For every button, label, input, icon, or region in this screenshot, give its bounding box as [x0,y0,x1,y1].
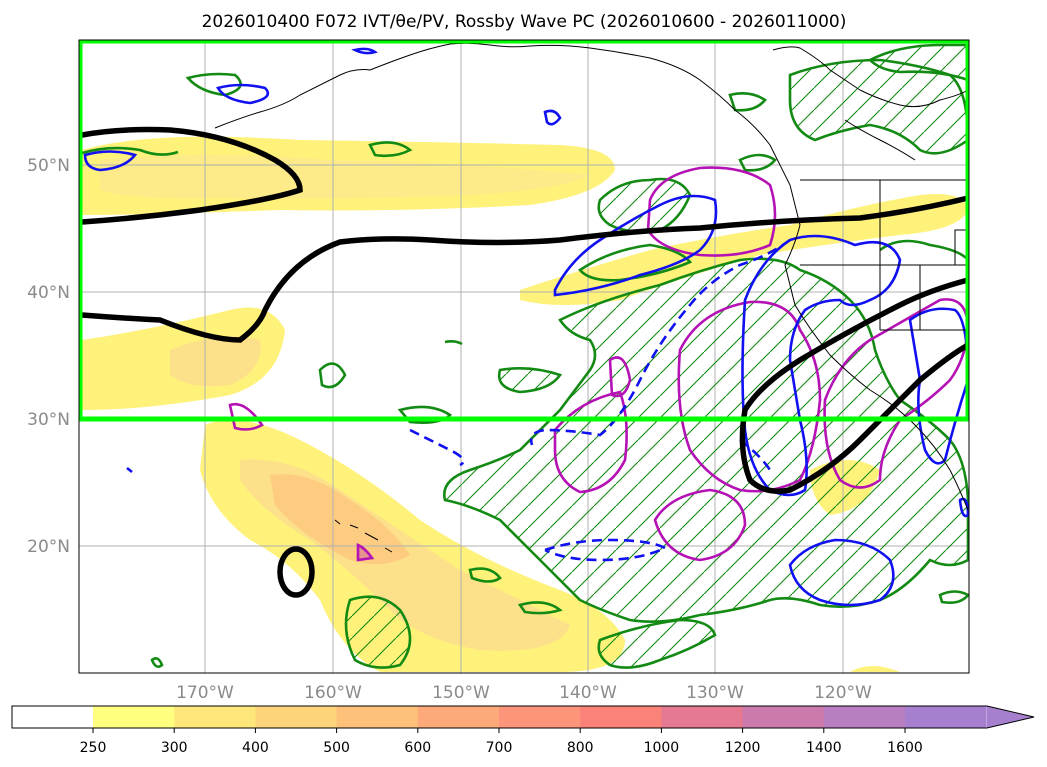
lon-label-150w: 150°W [432,683,490,703]
colorbar-segment [499,706,581,728]
lat-label-20n: 20°N [27,537,70,557]
colorbar-tick-label: 800 [567,740,594,756]
colorbar-segment [742,706,825,728]
colorbar-tick-label: 400 [242,740,269,756]
lat-labels: 50°N 40°N 30°N 20°N [27,156,70,557]
blue-contours [83,47,969,607]
colorbar-segment [823,706,906,728]
magenta-contours [228,166,969,562]
colorbar-extend-arrow [987,706,1034,728]
lon-labels: 170°W 160°W 150°W 140°W 130°W 120°W [176,683,872,703]
colorbar-tick-label: 1000 [644,740,680,756]
colorbar-segment [580,706,662,728]
colorbar-segment [661,706,744,728]
green-line-contours [81,72,969,668]
colorbar-outline [11,705,1035,729]
region-box [79,40,969,422]
coastlines [214,42,969,553]
colorbar-segment [93,706,175,728]
colorbar-tick-label: 1200 [725,740,761,756]
colorbar-tick-label: 1400 [806,740,842,756]
map-panel [79,40,969,673]
lon-label-170w: 170°W [176,683,234,703]
lon-label-130w: 130°W [686,683,744,703]
lon-label-140w: 140°W [559,683,617,703]
colorbar-tick-label: 700 [486,740,513,756]
lat-label-40n: 40°N [27,283,70,303]
colorbar-segment [905,706,987,728]
colorbar-tick-label: 250 [80,740,107,756]
colorbar: 250 300 400 500 600 700 800 1000 1200 1400 1600 [11,705,1035,756]
colorbar-tick-label: 600 [404,740,431,756]
map-border [78,39,970,674]
colorbar-segment [417,706,500,728]
lon-label-120w: 120°W [814,683,872,703]
lon-label-160w: 160°W [304,683,362,703]
colorbar-tick-label: 300 [161,740,188,756]
green-hatched-contours [344,43,969,669]
figure-title: 2026010400 F072 IVT/θe/PV, Rossby Wave P… [202,12,847,32]
colorbar-segment [336,706,419,728]
lat-label-50n: 50°N [27,156,70,176]
colorbar-segment [255,706,338,728]
colorbar-first-segment [12,706,93,728]
colorbar-tick-label: 1600 [887,740,923,756]
colorbar-tick-label: 500 [323,740,350,756]
lat-label-30n: 30°N [27,410,70,430]
colorbar-segment [174,706,256,728]
